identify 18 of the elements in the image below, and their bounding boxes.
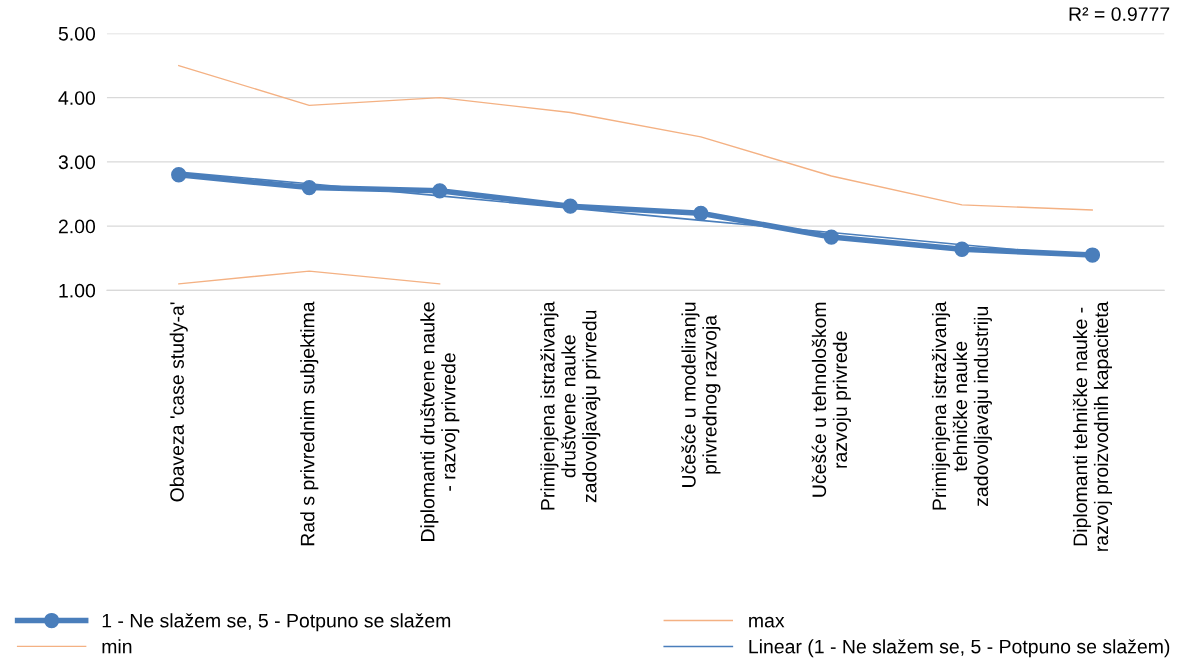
x-tick-label: Učešće u modeliranju privrednog razvoja	[681, 302, 721, 487]
x-tick-label: Učešće u tehnološkom razvoju privrede	[811, 302, 851, 497]
text: R² = 0.9777	[1069, 7, 1170, 21]
y-tick-label: 1.00	[59, 283, 96, 298]
y-tick-label: 5.00	[58, 26, 96, 41]
legend-label: max	[749, 616, 785, 628]
y-tick-label: 2.00	[58, 219, 96, 234]
x-tick-label: Primijenjena istraživanja društvene nauke zadovoljavaju privredu	[540, 301, 601, 510]
legend-label: Linear (1 - Ne slažem se, 5 - Potpuno se slažem)	[749, 639, 1170, 658]
y-tick-label: 3.00	[58, 155, 96, 170]
x-tick-label: Obaveza 'case study-a'	[169, 302, 188, 502]
x-tick-label: Diplomanti društvene nauke - razvoj privrede	[420, 302, 460, 541]
legend-label: min	[102, 639, 132, 654]
legend-label: 1 - Ne slažem se, 5 - Potpuno se slažem	[102, 613, 451, 632]
x-tick-label: Diplomanti tehničke nauke - razvoj proizvodnih kapaciteta	[1072, 301, 1113, 551]
y-tick-label: 4.00	[58, 91, 96, 105]
x-tick-label: Primijenjena istraživanja tehničke nauke zadovoljavaju industriju	[931, 301, 992, 510]
x-tick-label: Rad s privrednim subjektima	[300, 301, 319, 546]
